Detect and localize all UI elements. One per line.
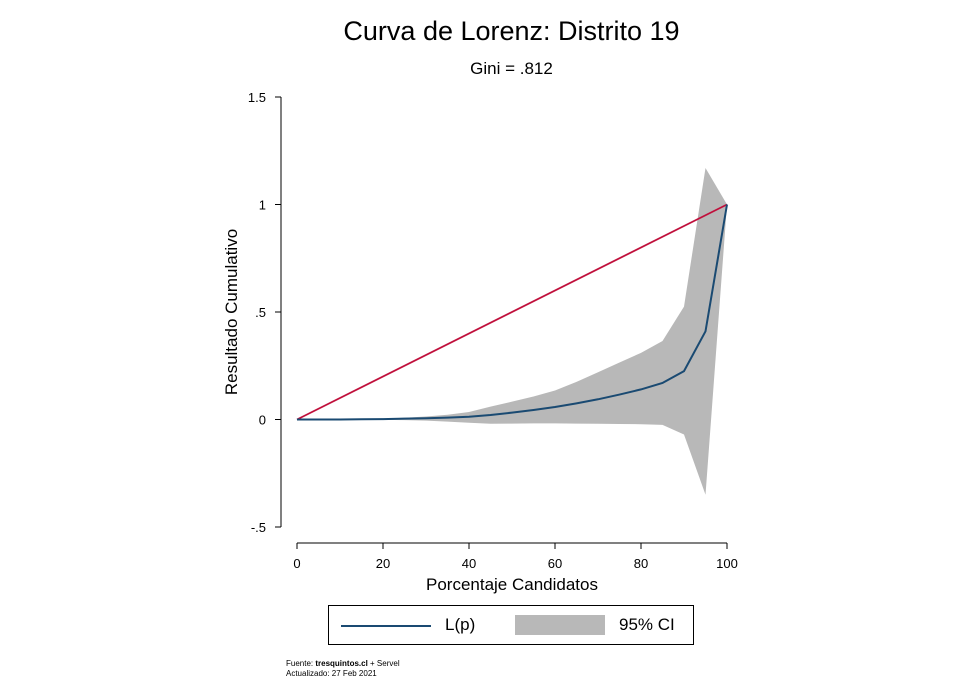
x-tick-label: 80 bbox=[634, 556, 648, 571]
y-tick-label: 1.5 bbox=[248, 90, 266, 105]
footer: Fuente: tresquintos.cl + Servel Actualiz… bbox=[286, 659, 400, 679]
x-tick-label: 20 bbox=[376, 556, 390, 571]
legend-lorenz-label: L(p) bbox=[445, 615, 476, 634]
x-tick-label: 60 bbox=[548, 556, 562, 571]
chart-title: Curva de Lorenz: Distrito 19 bbox=[343, 16, 680, 46]
y-tick-label: 1 bbox=[259, 198, 266, 213]
x-tick-label: 100 bbox=[716, 556, 738, 571]
source-line: Fuente: tresquintos.cl + Servel bbox=[286, 659, 400, 669]
legend-ci-swatch bbox=[515, 615, 605, 635]
ci-band bbox=[297, 167, 727, 495]
x-axis-title: Porcentaje Candidatos bbox=[426, 575, 598, 594]
y-tick-label: 0 bbox=[259, 413, 266, 428]
lorenz-line bbox=[297, 204, 728, 421]
equality-line bbox=[296, 203, 728, 421]
updated-line: Actualizado: 27 Feb 2021 bbox=[286, 669, 377, 678]
legend: L(p) 95% CI bbox=[328, 605, 694, 645]
source-prefix: Fuente: bbox=[286, 659, 316, 668]
source-suffix: + Servel bbox=[367, 659, 400, 668]
x-tick-label: 0 bbox=[293, 556, 300, 571]
x-tick-label: 40 bbox=[462, 556, 476, 571]
y-axis-title: Resultado Cumulativo bbox=[222, 229, 241, 395]
legend-lorenz-line-swatch bbox=[341, 625, 431, 627]
y-tick-label: -.5 bbox=[251, 520, 266, 535]
chart-subtitle: Gini = .812 bbox=[470, 59, 553, 78]
source-site: tresquintos.cl bbox=[315, 659, 368, 668]
legend-ci-label: 95% CI bbox=[619, 615, 675, 634]
y-tick-label: .5 bbox=[255, 305, 266, 320]
